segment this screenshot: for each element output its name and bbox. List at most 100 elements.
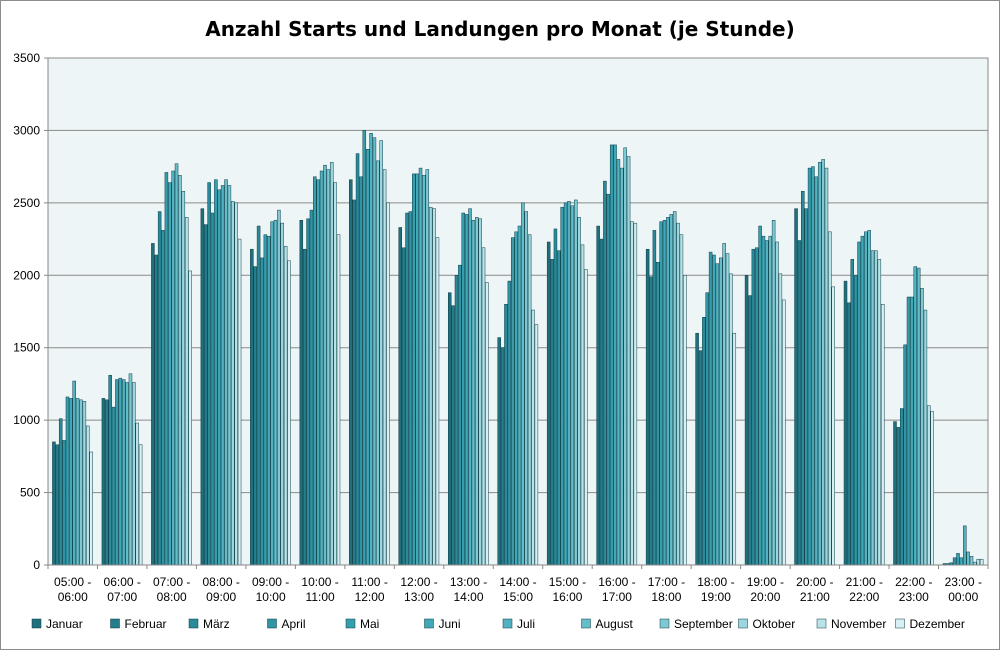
- bar-januar-6: [349, 179, 353, 566]
- bar-dezember-10: [584, 269, 588, 566]
- bar-mai-11: [609, 144, 614, 566]
- legend-swatch-november: [816, 618, 827, 629]
- bar-november-9: [531, 309, 535, 566]
- bar-august-3: [224, 179, 228, 566]
- bar-dezember-15: [831, 286, 835, 566]
- legend-swatch-september: [659, 618, 670, 629]
- bar-märz-12: [652, 230, 657, 566]
- bar-dezember-12: [683, 275, 687, 566]
- bar-november-6: [382, 169, 387, 566]
- bar-märz-10: [553, 228, 558, 566]
- legend-swatch-januar: [31, 618, 42, 629]
- bar-april-14: [754, 247, 759, 566]
- bar-april-0: [62, 440, 66, 566]
- bar-dezember-0: [89, 451, 93, 566]
- bar-august-4: [273, 219, 278, 566]
- x-tick-label-line: 09:00: [206, 590, 236, 604]
- x-tick-label-line: 06:00 -: [104, 575, 141, 589]
- bar-september-16: [870, 250, 875, 566]
- bar-februar-11: [599, 238, 604, 566]
- legend-swatch-juni: [424, 618, 434, 629]
- bar-januar-13: [695, 332, 699, 566]
- legend-label-mai: Mai: [360, 617, 379, 631]
- bar-september-5: [326, 169, 331, 566]
- x-tick-label-line: 16:00 -: [598, 575, 635, 589]
- x-tick-label-line: 07:00: [107, 590, 137, 604]
- x-tick-label: 08:00 -09:00: [202, 575, 239, 604]
- bar-februar-14: [748, 295, 752, 566]
- bar-mai-17: [906, 296, 911, 566]
- bar-oktober-15: [824, 167, 829, 566]
- bar-august-1: [125, 382, 129, 566]
- bar-juli-2: [171, 170, 175, 566]
- bar-februar-0: [55, 444, 60, 566]
- bar-september-0: [79, 399, 83, 566]
- bar-juni-3: [217, 189, 222, 566]
- bar-juli-10: [567, 201, 571, 566]
- bar-juli-4: [270, 221, 274, 566]
- bar-februar-15: [797, 240, 802, 566]
- x-tick-label-line: 22:00 -: [895, 575, 932, 589]
- bar-november-13: [729, 273, 733, 566]
- bar-september-14: [771, 219, 776, 566]
- bar-mai-14: [758, 225, 762, 566]
- bar-november-0: [86, 425, 90, 566]
- bar-märz-2: [157, 211, 162, 566]
- bar-juli-8: [468, 208, 472, 566]
- x-tick-label-line: 13:00 -: [450, 575, 487, 589]
- bar-september-9: [524, 211, 528, 566]
- bar-november-15: [828, 231, 832, 566]
- bar-august-12: [669, 214, 674, 566]
- bar-februar-13: [698, 350, 703, 566]
- y-tick-label: 0: [33, 558, 40, 572]
- x-tick-label-line: 12:00 -: [400, 575, 437, 589]
- legend-swatch-märz: [188, 618, 199, 629]
- x-tick-label: 18:00 -19:00: [697, 575, 734, 604]
- x-tick-label: 19:00 -20:00: [747, 575, 784, 604]
- bar-februar-3: [204, 224, 208, 566]
- bar-juli-3: [220, 185, 225, 566]
- bar-dezember-2: [188, 270, 192, 566]
- legend-swatch-oktober: [738, 618, 748, 629]
- legend-label-dezember: Dezember: [910, 617, 965, 631]
- bar-dezember-4: [287, 260, 291, 566]
- bar-april-12: [656, 262, 660, 566]
- bar-november-18: [976, 558, 981, 566]
- bar-november-3: [234, 202, 238, 566]
- legend-swatch-juli: [502, 618, 513, 629]
- bar-august-5: [323, 164, 327, 566]
- legend-label-juli: Juli: [517, 617, 535, 631]
- x-tick-label: 22:00 -23:00: [895, 575, 932, 604]
- bar-mai-7: [412, 173, 416, 566]
- bar-märz-0: [58, 418, 63, 566]
- legend-label-februar: Februar: [125, 617, 167, 631]
- bar-september-7: [425, 169, 430, 566]
- bar-mai-6: [362, 130, 367, 566]
- bar-märz-16: [850, 259, 855, 566]
- bar-november-14: [778, 273, 783, 566]
- bar-mai-13: [708, 251, 713, 566]
- legend-swatch-april: [267, 618, 277, 629]
- bar-september-13: [722, 243, 726, 566]
- legend-label-november: November: [831, 617, 886, 631]
- bar-juli-13: [715, 263, 720, 566]
- x-tick-label-line: 11:00 -: [351, 575, 387, 589]
- y-tick-label: 3000: [13, 123, 40, 137]
- bar-august-0: [75, 398, 80, 566]
- bar-august-13: [719, 257, 723, 566]
- bar-mai-3: [214, 179, 218, 566]
- bar-april-6: [359, 176, 363, 566]
- bar-august-2: [174, 163, 179, 566]
- x-tick-label: 11:00 -12:00: [351, 575, 387, 604]
- bar-september-4: [277, 209, 281, 566]
- bar-april-9: [507, 280, 512, 566]
- x-tick-label: 14:00 -15:00: [499, 575, 536, 604]
- bar-juli-5: [319, 170, 324, 566]
- x-tick-label-line: 14:00: [454, 590, 484, 604]
- bar-dezember-7: [435, 237, 440, 566]
- bar-juli-1: [121, 379, 126, 566]
- x-tick-label-line: 23:00 -: [945, 575, 982, 589]
- x-tick-label: 05:00 -06:00: [54, 575, 91, 604]
- x-tick-label: 07:00 -08:00: [153, 575, 190, 604]
- bar-april-1: [111, 406, 116, 566]
